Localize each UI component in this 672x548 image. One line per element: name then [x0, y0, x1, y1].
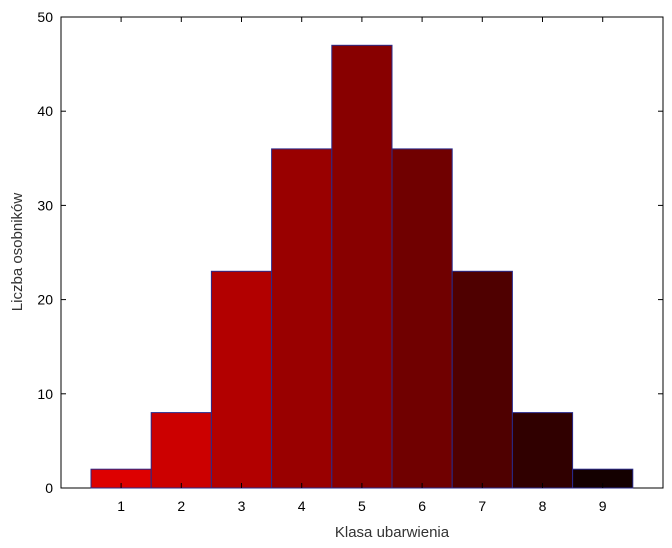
x-tick-label: 8 [539, 498, 547, 514]
x-axis-label: Klasa ubarwienia [335, 524, 450, 541]
x-tick-label: 1 [117, 498, 125, 514]
y-tick-label: 10 [37, 386, 53, 402]
bar-7 [451, 270, 513, 489]
bar-2 [150, 412, 212, 489]
x-tick-label: 2 [177, 498, 185, 514]
x-tick-label: 9 [599, 498, 607, 514]
x-tick-label: 6 [418, 498, 426, 514]
y-tick-label: 40 [37, 103, 53, 119]
y-tick-label: 20 [37, 292, 53, 308]
x-tick-label: 3 [238, 498, 246, 514]
x-axis-ticks: 1 2 3 4 5 6 7 8 9 [117, 17, 607, 514]
bar-8 [511, 412, 574, 489]
y-tick-label: 0 [45, 480, 53, 496]
y-axis-ticks: 0 10 20 30 40 50 [37, 9, 663, 496]
x-tick-label: 5 [358, 498, 366, 514]
bar-3 [210, 270, 273, 489]
bars-group [90, 44, 634, 489]
y-tick-label: 30 [37, 197, 53, 213]
x-tick-label: 7 [478, 498, 486, 514]
bar-6 [391, 148, 453, 489]
y-axis-label: Liczba osobników [9, 193, 26, 312]
bar-4 [271, 148, 333, 489]
y-tick-label: 50 [37, 9, 53, 25]
x-tick-label: 4 [298, 498, 306, 514]
bar-5 [331, 44, 393, 489]
